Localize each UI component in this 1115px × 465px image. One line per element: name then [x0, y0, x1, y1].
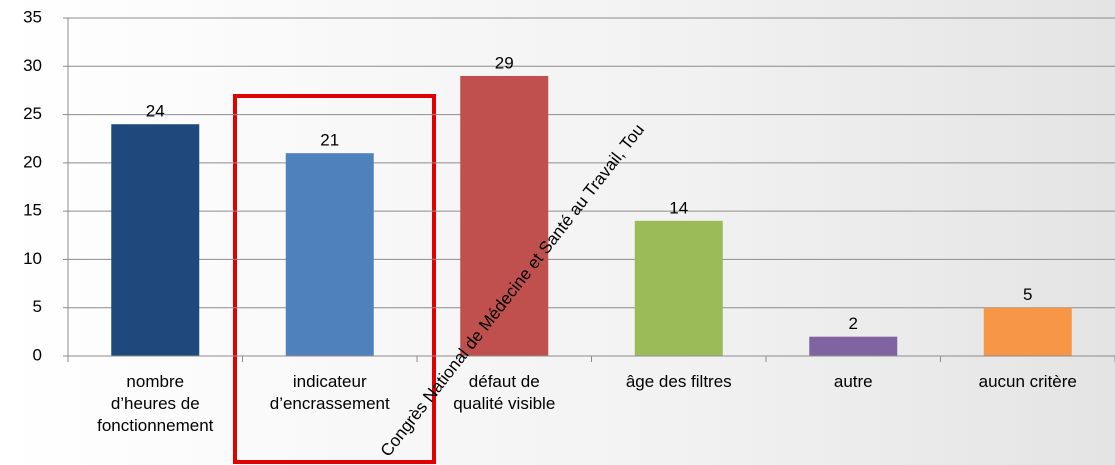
y-tick-label: 0: [33, 345, 42, 364]
value-label: 2: [849, 314, 858, 333]
y-tick-label: 30: [23, 56, 42, 75]
bar: [809, 336, 898, 356]
x-tick-label: autre: [833, 372, 873, 391]
value-label: 21: [320, 131, 339, 150]
x-tick-label: défaut de qualité visible: [453, 372, 556, 413]
y-tick-label: 15: [23, 201, 42, 220]
value-label: 24: [146, 102, 165, 121]
value-label: 5: [1023, 285, 1032, 304]
bar: [460, 75, 549, 356]
value-label: 29: [495, 53, 514, 72]
x-tick-label: aucun critère: [978, 372, 1077, 391]
y-tick-label: 5: [33, 297, 42, 316]
bar: [111, 124, 200, 356]
highlight-box: [233, 94, 436, 464]
y-tick-label: 20: [23, 152, 42, 171]
x-tick-label: âge des filtres: [625, 372, 732, 391]
bar: [983, 307, 1072, 356]
x-tick-label: indicateur d’encrassement: [269, 372, 390, 413]
y-tick-label: 25: [23, 104, 42, 123]
x-tick-label: nombre d’heures de fonctionnement: [97, 372, 214, 435]
y-tick-label: 35: [23, 7, 42, 26]
value-label: 14: [669, 198, 688, 217]
bar: [285, 153, 374, 356]
bar: [634, 220, 723, 356]
y-tick-label: 10: [23, 249, 42, 268]
